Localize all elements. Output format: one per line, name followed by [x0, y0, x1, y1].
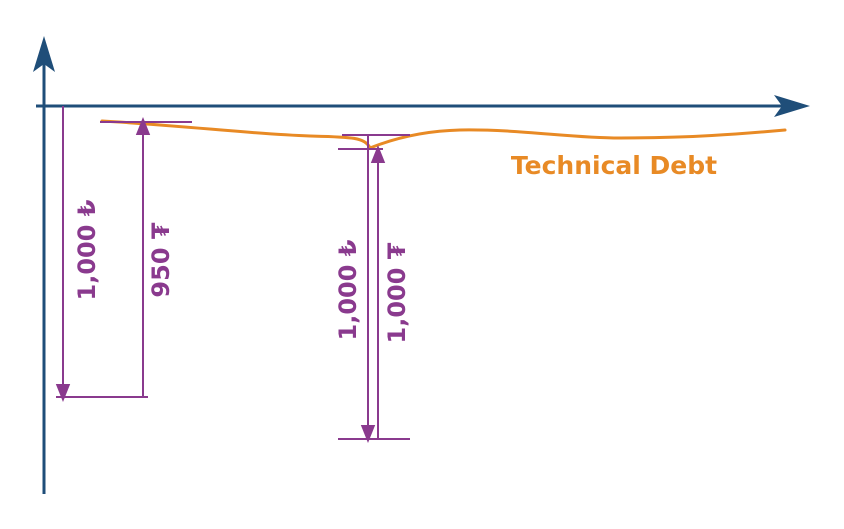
technical-debt-curve: [100, 119, 787, 150]
mid-outer-dimension-label: 1,000 ₺: [334, 239, 362, 340]
left-dimension-group: 1,000 ₺ 950 ₮: [55, 106, 192, 402]
technical-debt-label: Technical Debt: [511, 151, 717, 180]
mid-inner-dimension-label: 1,000 ₮: [383, 242, 411, 343]
horizontal-axis: [36, 95, 810, 117]
vertical-axis: [33, 36, 55, 494]
middle-dimension-group: 1,000 ₺ 1,000 ₮: [334, 134, 411, 443]
vertical-axis-arrowhead: [33, 36, 55, 72]
left-inner-dimension-label: 950 ₮: [147, 222, 175, 297]
left-outer-dimension-label: 1,000 ₺: [73, 199, 101, 300]
horizontal-axis-arrowhead: [774, 95, 810, 117]
